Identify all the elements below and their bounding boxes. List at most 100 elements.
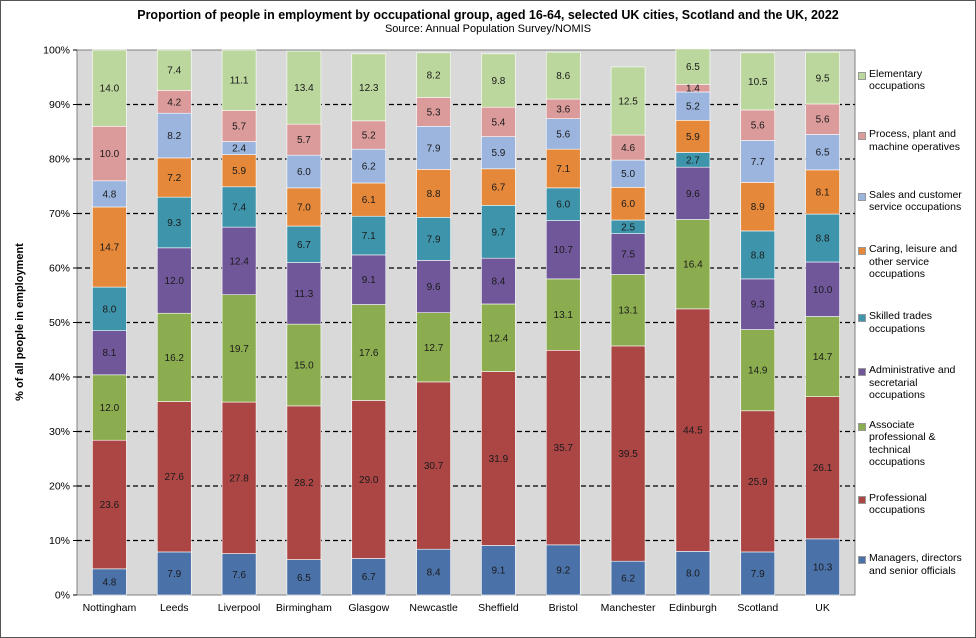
data-label: 6.7: [362, 572, 376, 583]
data-label: 28.2: [294, 478, 314, 489]
x-tick-label: Leeds: [160, 602, 189, 614]
bar-segment: [545, 220, 581, 280]
bar-segment: [675, 48, 711, 85]
bar-segment: [805, 51, 840, 105]
y-tick-label: 30%: [49, 426, 70, 438]
bar-segment: [351, 148, 387, 184]
legend-item: Managers, directors and senior officials: [858, 552, 970, 577]
data-label: 10.7: [554, 245, 574, 256]
data-label: 31.9: [489, 454, 509, 465]
legend-label: Process, plant and machine operatives: [869, 128, 961, 153]
bar-segment: [416, 169, 451, 218]
bar-segment: [416, 126, 451, 170]
data-label: 30.7: [424, 461, 444, 472]
data-label: 11.3: [295, 289, 314, 300]
y-tick-label: 60%: [49, 263, 70, 275]
bar-segment: [286, 187, 322, 227]
bar-segment: [481, 257, 516, 305]
legend-item: Caring, leisure and other service occupati…: [858, 243, 970, 281]
data-label: 3.6: [556, 104, 570, 115]
bar-segment: [156, 196, 192, 249]
data-label: 14.0: [100, 84, 120, 95]
bar-segment: [351, 120, 387, 150]
bar-segment: [416, 217, 451, 261]
data-label: 4.8: [102, 189, 116, 200]
bar-segment: [675, 166, 711, 220]
data-label: 12.7: [424, 343, 444, 354]
data-label: 8.1: [102, 348, 116, 359]
legend-item: Skilled trades occupations: [858, 310, 970, 335]
data-label: 8.4: [491, 277, 505, 288]
data-label: 10.0: [100, 149, 120, 160]
data-label: 12.0: [165, 276, 185, 287]
bar-segment: [545, 51, 581, 100]
data-label: 6.0: [297, 167, 311, 178]
data-label: 26.1: [813, 463, 833, 474]
bar-segment: [740, 52, 776, 111]
data-label: 9.3: [751, 300, 765, 311]
bar-segment: [675, 308, 711, 552]
data-label: 12.4: [229, 256, 249, 267]
data-label: 7.7: [751, 157, 765, 168]
bar-segment: [610, 187, 646, 221]
data-label: 14.7: [100, 243, 120, 254]
data-label: 8.6: [556, 71, 570, 82]
y-tick-label: 20%: [49, 481, 70, 493]
bar-segment: [286, 123, 322, 156]
bar-segment: [156, 49, 192, 91]
chart-title: Proportion of people in employment by oc…: [137, 8, 839, 22]
data-label: 6.5: [686, 62, 700, 73]
data-label: 6.5: [297, 573, 311, 584]
data-label: 5.2: [362, 131, 376, 142]
data-label: 19.7: [229, 344, 249, 355]
x-tick-label: Sheffield: [478, 602, 519, 614]
data-label: 5.7: [232, 122, 246, 133]
bar-segment: [92, 49, 127, 127]
bar-segment: [156, 157, 192, 198]
bar-segment: [221, 553, 257, 596]
data-label: 4.6: [621, 143, 635, 154]
bar-segment: [221, 186, 257, 228]
y-tick-label: 0%: [55, 590, 70, 602]
data-label: 10.3: [813, 562, 833, 573]
data-label: 6.2: [362, 162, 376, 173]
data-label: 7.4: [232, 202, 246, 213]
data-label: 35.7: [554, 443, 574, 454]
data-label: 6.7: [491, 183, 505, 194]
bar-segment: [545, 187, 581, 221]
bar-segment: [221, 226, 257, 296]
data-label: 39.5: [618, 449, 638, 460]
bar-segment: [740, 551, 776, 596]
bar-segment: [221, 294, 257, 403]
data-label: 13.1: [554, 310, 574, 321]
data-label: 7.9: [167, 569, 181, 580]
bar-segment: [545, 148, 581, 189]
y-tick-label: 70%: [49, 208, 70, 220]
bar-segment: [545, 349, 581, 546]
bar-segment: [286, 559, 322, 596]
data-label: 44.5: [683, 426, 703, 437]
x-tick-label: Manchester: [601, 602, 656, 614]
bar-segment: [740, 278, 776, 330]
data-label: 8.8: [751, 250, 765, 261]
legend-swatch: [858, 422, 866, 431]
data-label: 7.2: [167, 173, 181, 184]
data-label: 25.9: [748, 477, 768, 488]
legend-swatch: [858, 556, 866, 565]
data-label: 29.0: [359, 475, 379, 486]
data-label: 9.1: [362, 275, 376, 286]
data-label: 1.4: [686, 84, 700, 95]
y-tick-label: 80%: [49, 154, 70, 166]
bar-segment: [156, 401, 192, 553]
legend-swatch: [858, 71, 866, 80]
bar-segment: [416, 97, 451, 127]
data-label: 4.2: [167, 97, 181, 108]
legend-swatch: [858, 495, 866, 504]
bar-segment: [416, 381, 451, 550]
bar-segment: [805, 396, 840, 540]
data-label: 12.0: [100, 403, 120, 414]
bar-segment: [610, 274, 646, 347]
data-label: 8.8: [816, 234, 830, 245]
bar-segment: [610, 345, 646, 562]
x-tick-label: Liverpool: [218, 602, 261, 614]
